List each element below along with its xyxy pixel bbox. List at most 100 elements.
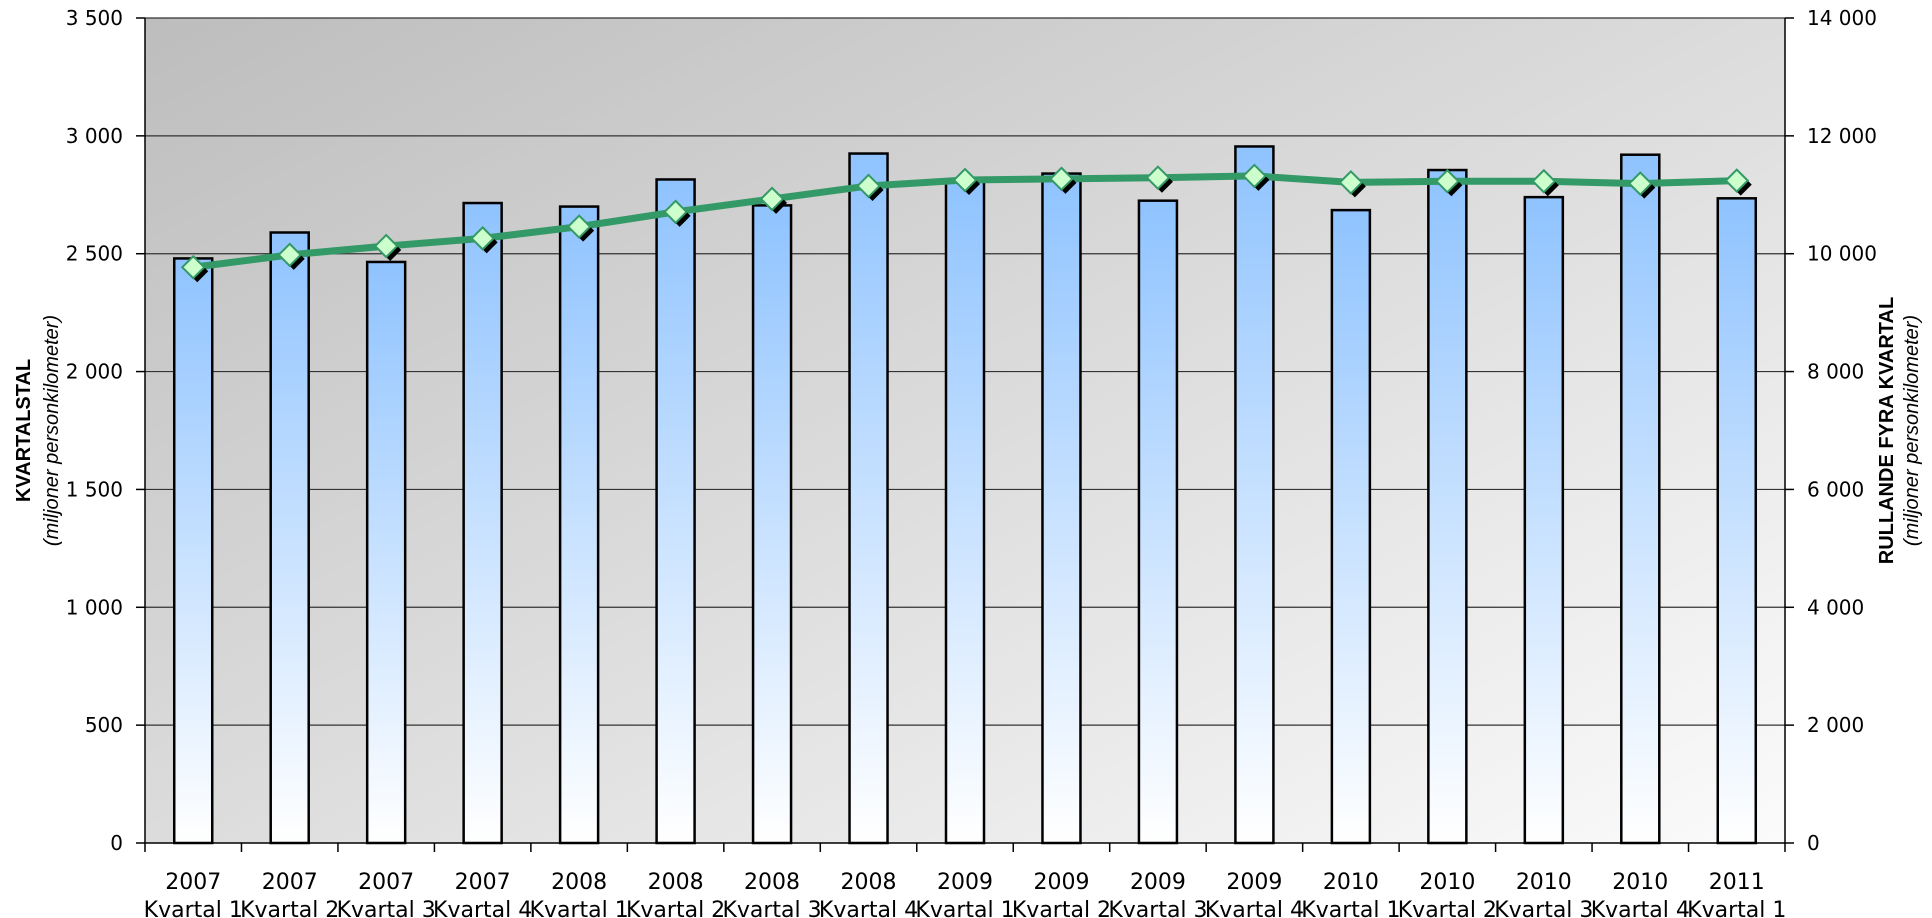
category-label-line: 2007 xyxy=(165,870,221,895)
bar xyxy=(1427,168,1468,845)
line-marker xyxy=(566,214,592,240)
right-tick-label: 12 000 xyxy=(1807,124,1877,148)
category-label-line: 2008 xyxy=(744,870,800,895)
line-marker xyxy=(1241,163,1267,189)
right-tick-label: 6 000 xyxy=(1807,477,1864,501)
category-label-line: Kvartal 4 xyxy=(1205,898,1304,918)
right-axis-subtitle: (miljoner personkilometer) xyxy=(1901,315,1923,546)
category-label: 2008 Kvartal 4 xyxy=(819,870,918,918)
bar xyxy=(365,260,407,845)
left-tick-label: 3 000 xyxy=(66,124,123,148)
category-label-line: 2010 xyxy=(1612,870,1668,895)
category-label: 2008 Kvartal 3 xyxy=(722,870,821,918)
left-tick-label: 1 000 xyxy=(66,595,123,619)
bar xyxy=(1234,145,1275,845)
bar xyxy=(1523,195,1565,845)
category-label-line: 2008 xyxy=(841,870,897,895)
category-label-line: 2008 xyxy=(648,870,704,895)
left-axis-tick-labels: 0 500 1 000 1 500 2 000 2 500 3 000 3 500 xyxy=(66,6,123,855)
category-label-line: Kvartal 2 xyxy=(1012,898,1111,918)
category-label: 2010 Kvartal 3 xyxy=(1494,870,1593,918)
category-label-line: 2008 xyxy=(551,870,607,895)
bar xyxy=(172,257,214,845)
left-tick-label: 500 xyxy=(85,713,123,737)
category-label: 2009 Kvartal 1 xyxy=(915,870,1014,918)
category-label: 2008 Kvartal 1 xyxy=(530,870,629,918)
line-marker xyxy=(856,173,881,199)
category-label-line: Kvartal 1 xyxy=(530,898,629,918)
line-marker xyxy=(1531,168,1557,194)
bar xyxy=(558,205,600,845)
category-label-line: 2010 xyxy=(1419,870,1475,895)
category-label-line: 2009 xyxy=(937,870,993,895)
category-label-line: 2010 xyxy=(1516,870,1572,895)
category-label-line: 2009 xyxy=(1226,870,1282,895)
category-label: 2009 Kvartal 4 xyxy=(1205,870,1304,918)
line-marker xyxy=(1724,168,1750,194)
category-label: 2009 Kvartal 2 xyxy=(1012,870,1111,918)
category-label-line: 2007 xyxy=(262,870,318,895)
line-marker xyxy=(180,254,206,280)
bar xyxy=(462,201,503,845)
left-tick-label: 0 xyxy=(110,831,123,855)
category-label: 2008 Kvartal 2 xyxy=(626,870,725,918)
bar xyxy=(848,152,889,845)
right-tick-label: 2 000 xyxy=(1807,713,1864,737)
category-label-line: 2009 xyxy=(1130,870,1186,895)
line-marker xyxy=(1145,165,1171,191)
category-label-line: Kvartal 4 xyxy=(1591,898,1690,918)
category-label-line: Kvartal 3 xyxy=(722,898,821,918)
bar xyxy=(1620,153,1661,845)
category-label: 2010 Kvartal 2 xyxy=(1398,870,1497,918)
category-label-line: 2010 xyxy=(1323,870,1379,895)
left-axis-title: KVARTALSTAL xyxy=(13,359,35,502)
right-tick-label: 10 000 xyxy=(1807,242,1877,266)
category-label-line: Kvartal 4 xyxy=(433,898,532,918)
bar xyxy=(751,204,793,845)
left-tick-label: 3 500 xyxy=(66,6,123,30)
left-tick-label: 2 500 xyxy=(66,242,123,266)
bar xyxy=(655,178,696,845)
category-label-line: Kvartal 1 xyxy=(915,898,1014,918)
left-tick-label: 1 500 xyxy=(66,477,123,501)
category-label-line: Kvartal 3 xyxy=(337,898,436,918)
category-label-line: Kvartal 2 xyxy=(1398,898,1497,918)
category-label-line: Kvartal 3 xyxy=(1108,898,1207,918)
left-tick-label: 2 000 xyxy=(66,360,123,384)
category-label: 2011 Kvartal 1 xyxy=(1687,870,1786,918)
category-label-line: Kvartal 1 xyxy=(144,898,243,918)
category-label-line: Kvartal 2 xyxy=(240,898,339,918)
bar xyxy=(944,179,986,845)
category-label: 2007 Kvartal 1 xyxy=(144,870,243,918)
category-label: 2010 Kvartal 1 xyxy=(1301,870,1400,918)
category-label: 2010 Kvartal 4 xyxy=(1591,870,1690,918)
bar xyxy=(269,231,310,845)
line-marker xyxy=(1049,166,1074,192)
category-label: 2007 Kvartal 3 xyxy=(337,870,436,918)
right-tick-label: 8 000 xyxy=(1807,360,1864,384)
bar xyxy=(1137,199,1179,845)
category-label-line: Kvartal 1 xyxy=(1301,898,1400,918)
category-label-line: 2011 xyxy=(1709,870,1765,895)
right-tick-label: 4 000 xyxy=(1807,595,1864,619)
bar xyxy=(1716,197,1758,845)
category-label-line: Kvartal 3 xyxy=(1494,898,1593,918)
line-marker xyxy=(952,167,978,193)
rolling-line-series xyxy=(180,163,1752,283)
right-tick-label: 0 xyxy=(1807,831,1820,855)
category-label-line: 2007 xyxy=(455,870,511,895)
category-label: 2007 Kvartal 4 xyxy=(433,870,532,918)
category-label-line: 2007 xyxy=(358,870,414,895)
category-label: 2007 Kvartal 2 xyxy=(240,870,339,918)
line-marker xyxy=(470,225,496,251)
line-marker xyxy=(1338,169,1364,195)
right-axis-title: RULLANDE FYRA KVARTAL xyxy=(1876,297,1898,564)
right-axis-tick-labels: 0 2 000 4 000 6 000 8 000 10 000 12 000 14 000 xyxy=(1807,6,1877,855)
bar xyxy=(1041,172,1082,845)
category-label: 2009 Kvartal 3 xyxy=(1108,870,1207,918)
line-marker xyxy=(1627,171,1653,197)
line-marker xyxy=(373,233,399,259)
category-label-line: 2009 xyxy=(1033,870,1089,895)
